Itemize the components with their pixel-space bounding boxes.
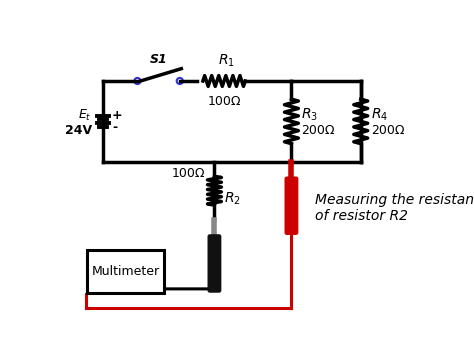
Text: 200Ω: 200Ω (301, 124, 335, 137)
Text: Multimeter: Multimeter (92, 265, 160, 278)
Text: 24V: 24V (65, 124, 92, 137)
Text: $R_4$: $R_4$ (371, 107, 388, 124)
Text: $E_t$: $E_t$ (78, 108, 92, 123)
FancyBboxPatch shape (284, 176, 298, 235)
Text: $R_3$: $R_3$ (301, 107, 319, 124)
Text: +: + (112, 109, 123, 122)
Text: Measuring the resistance
of resistor R2: Measuring the resistance of resistor R2 (315, 193, 474, 223)
Text: S1: S1 (150, 53, 167, 65)
Text: $R_2$: $R_2$ (224, 190, 240, 207)
FancyBboxPatch shape (208, 234, 221, 293)
Bar (87, 250, 164, 293)
Text: -: - (112, 121, 117, 134)
Text: 100Ω: 100Ω (172, 167, 205, 180)
Text: $R_1$: $R_1$ (218, 52, 235, 69)
Text: 100Ω: 100Ω (207, 95, 241, 108)
Text: 200Ω: 200Ω (371, 124, 404, 137)
